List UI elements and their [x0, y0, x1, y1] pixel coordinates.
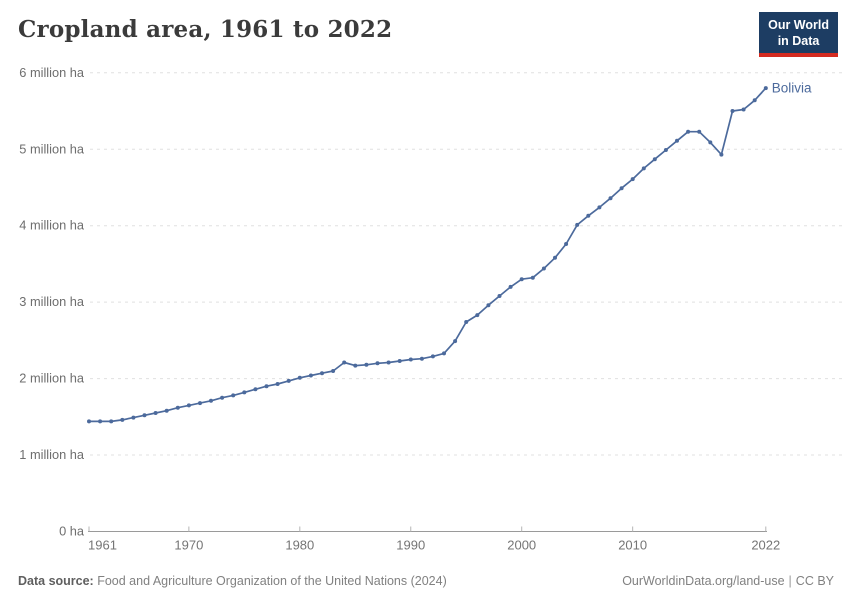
data-point[interactable]: [220, 395, 225, 400]
data-point[interactable]: [730, 109, 735, 113]
data-point[interactable]: [353, 363, 358, 368]
data-point[interactable]: [320, 371, 324, 376]
data-point[interactable]: [308, 373, 313, 378]
data-point[interactable]: [508, 284, 513, 289]
data-point[interactable]: [419, 356, 424, 361]
data-point[interactable]: [386, 360, 391, 365]
data-source-value: Food and Agriculture Organization of the…: [97, 574, 447, 588]
data-point[interactable]: [231, 393, 236, 398]
data-point[interactable]: [630, 177, 635, 182]
footer-credit: OurWorldinData.org/land-use | CC BY: [622, 574, 834, 588]
x-tick-label: 2010: [618, 538, 647, 553]
y-tick-label: 2 million ha: [19, 371, 85, 386]
data-point[interactable]: [442, 351, 446, 356]
data-point[interactable]: [619, 186, 624, 191]
data-point[interactable]: [87, 419, 91, 424]
y-tick-label: 3 million ha: [19, 294, 85, 309]
data-point[interactable]: [131, 415, 136, 420]
footer-license[interactable]: CC BY: [795, 574, 834, 588]
data-point[interactable]: [275, 382, 280, 386]
data-point[interactable]: [98, 419, 103, 424]
x-tick-label: 1980: [285, 538, 314, 553]
data-point[interactable]: [464, 320, 469, 324]
data-point[interactable]: [153, 411, 158, 415]
data-point[interactable]: [164, 408, 169, 413]
data-point[interactable]: [297, 375, 302, 380]
owid-logo-line1: Our World: [768, 18, 829, 32]
data-point[interactable]: [375, 361, 380, 366]
data-point[interactable]: [541, 266, 546, 271]
data-point[interactable]: [519, 277, 524, 282]
y-tick-label: 4 million ha: [19, 218, 85, 233]
data-point[interactable]: [142, 413, 147, 418]
x-tick-label: 1961: [88, 538, 117, 553]
data-point[interactable]: [430, 354, 435, 359]
data-point[interactable]: [763, 86, 768, 91]
data-point[interactable]: [342, 360, 347, 365]
data-point[interactable]: [719, 152, 724, 157]
x-tick-label: 2022: [751, 538, 780, 553]
footer-separator: |: [788, 574, 792, 588]
series-end-label[interactable]: Bolivia: [772, 81, 812, 96]
data-point[interactable]: [608, 196, 613, 201]
data-point[interactable]: [198, 401, 202, 406]
data-point[interactable]: [497, 294, 502, 298]
y-tick-label: 6 million ha: [19, 65, 85, 80]
data-point[interactable]: [453, 339, 458, 344]
data-point[interactable]: [686, 129, 691, 134]
data-source-label: Data source:: [18, 574, 94, 588]
y-tick-label: 1 million ha: [19, 447, 85, 462]
data-point[interactable]: [109, 419, 114, 424]
data-point[interactable]: [286, 378, 291, 383]
footer-link[interactable]: OurWorldinData.org/land-use: [622, 574, 785, 588]
data-point[interactable]: [564, 242, 569, 246]
chart-title: Cropland area, 1961 to 2022: [18, 16, 393, 43]
data-point[interactable]: [741, 107, 746, 112]
chart-footer: Data source: Food and Agriculture Organi…: [18, 574, 834, 588]
data-point[interactable]: [652, 157, 657, 162]
data-point[interactable]: [242, 390, 247, 395]
data-point[interactable]: [331, 369, 336, 373]
x-tick-label: 1990: [396, 538, 425, 553]
data-point[interactable]: [397, 359, 402, 363]
data-point[interactable]: [697, 129, 702, 134]
data-point[interactable]: [641, 166, 646, 171]
data-point[interactable]: [209, 398, 213, 403]
data-point[interactable]: [408, 357, 413, 362]
data-point[interactable]: [597, 205, 602, 210]
data-point[interactable]: [530, 275, 535, 280]
data-point[interactable]: [475, 313, 480, 318]
data-point[interactable]: [586, 213, 591, 218]
data-line[interactable]: [88, 87, 767, 423]
data-point[interactable]: [675, 138, 679, 143]
data-point[interactable]: [264, 384, 269, 389]
data-point[interactable]: [575, 222, 580, 227]
data-point[interactable]: [486, 303, 491, 308]
y-tick-label: 5 million ha: [19, 141, 85, 156]
owid-logo[interactable]: Our World in Data: [759, 12, 838, 57]
data-point[interactable]: [253, 387, 258, 392]
data-point[interactable]: [120, 417, 125, 422]
data-point[interactable]: [553, 255, 557, 260]
data-point[interactable]: [663, 148, 668, 152]
data-point[interactable]: [752, 98, 757, 103]
x-tick-label: 2000: [507, 538, 536, 553]
data-point[interactable]: [175, 405, 180, 410]
x-tick-label: 1970: [174, 538, 203, 553]
data-point[interactable]: [364, 362, 369, 367]
data-source: Data source: Food and Agriculture Organi…: [18, 574, 447, 588]
y-tick-label: 0 ha: [59, 524, 85, 539]
data-point[interactable]: [186, 403, 191, 408]
owid-logo-line2: in Data: [777, 34, 820, 48]
data-point[interactable]: [708, 140, 713, 145]
